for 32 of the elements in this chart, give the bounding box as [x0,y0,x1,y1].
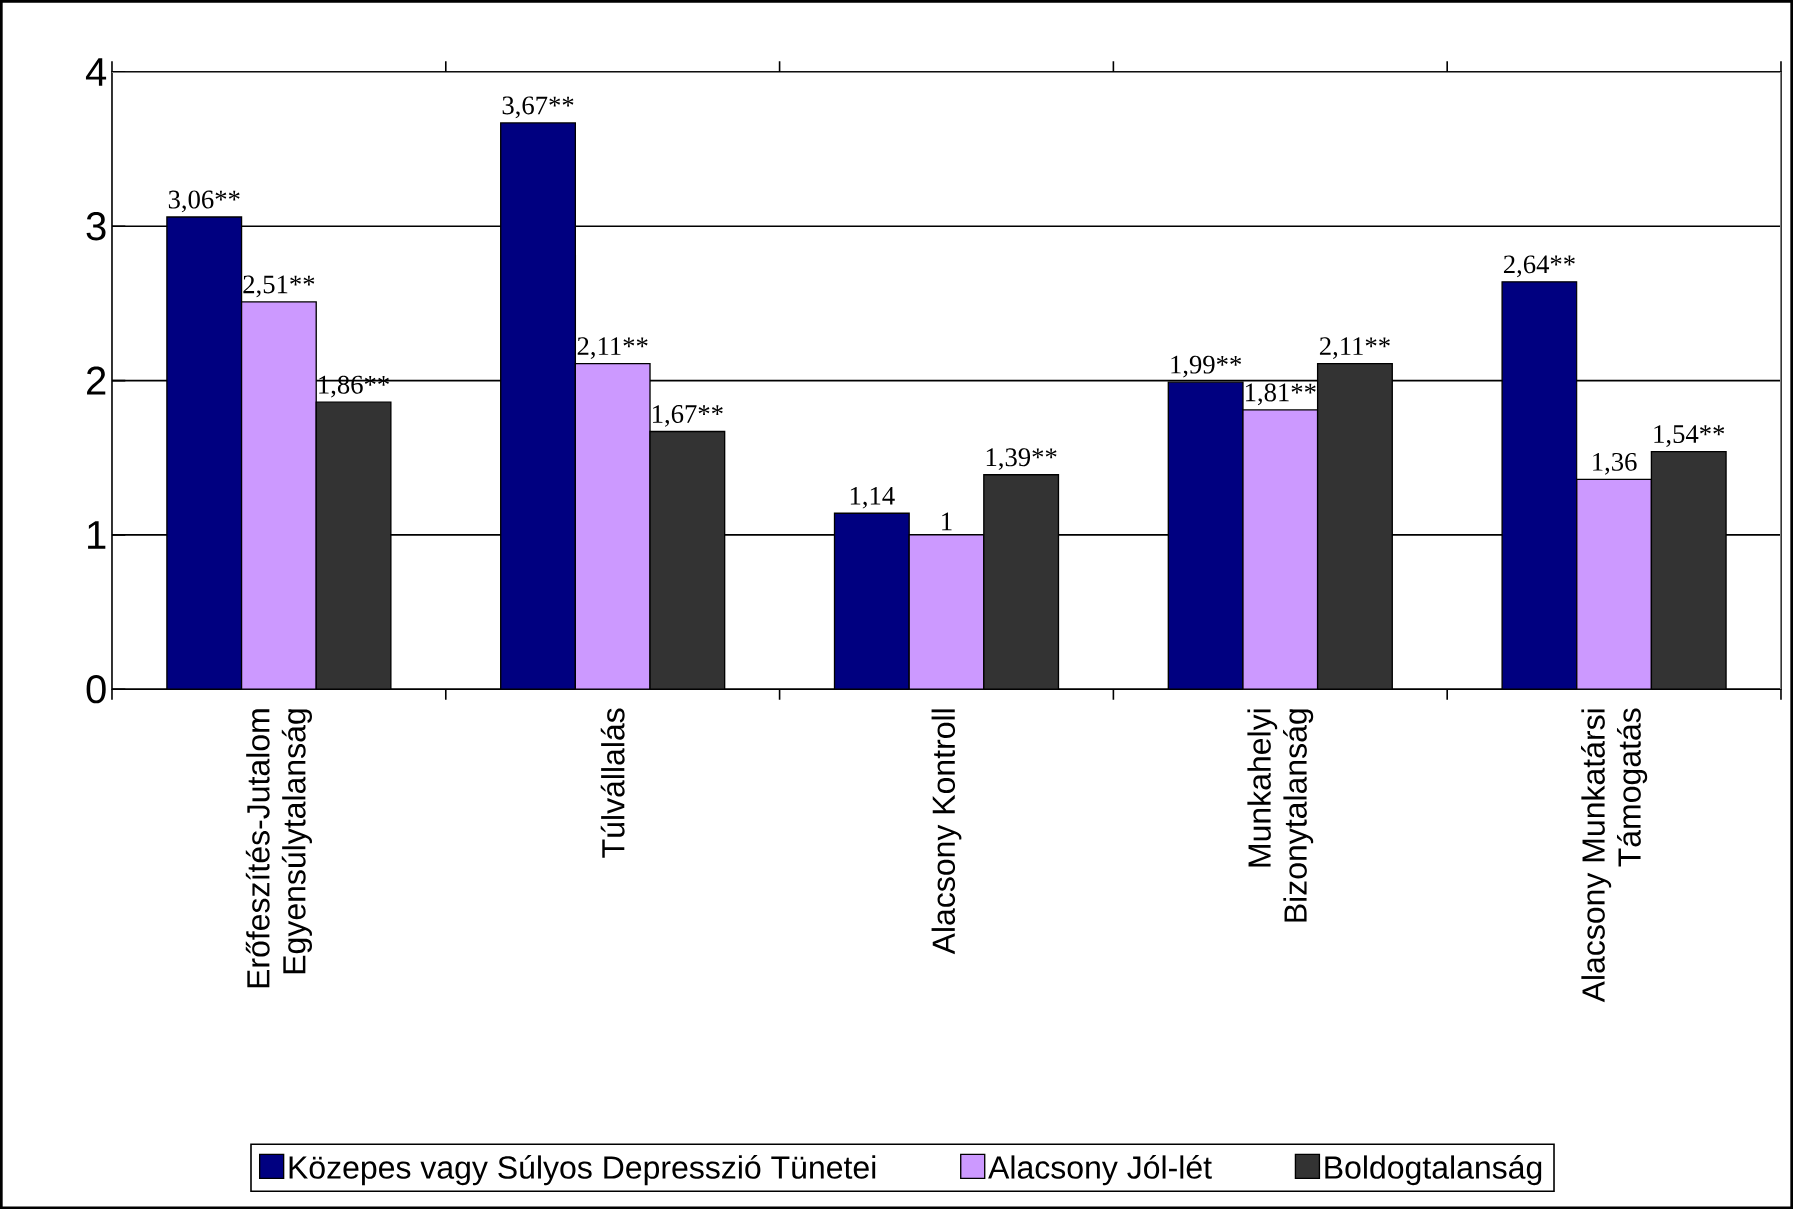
x-tick-label: Alacsony Kontroll [931,709,962,955]
data-label: 1,36 [1593,452,1637,475]
legend-label: Közepes vagy Súlyos Depresszió Tünetei [289,1154,876,1186]
data-label: 3,67** [502,96,574,119]
y-tick-label: 4 [85,58,107,86]
data-label: 1,67** [653,405,723,427]
data-label: 1,81** [1245,383,1316,406]
y-tick-label: 2 [87,366,106,395]
data-label: 1,99** [1171,355,1242,378]
x-tick-label: Túlvállalás [600,708,625,858]
data-label: 2,11** [1319,337,1390,359]
data-label: 2,11** [577,337,648,359]
x-tick-label: Erőfeszítés-Jutalom Egyensúlytalanság [245,709,312,988]
x-tick-label: Munkahelyi Bizonytalanság [1247,709,1314,922]
bar [649,430,726,690]
bar [1650,450,1727,690]
data-label: 2,51** [243,275,315,298]
data-label: 2,64** [1503,255,1575,278]
data-label: 1,39** [986,448,1057,470]
y-tick-label: 0 [86,674,106,704]
data-label: 1,54** [1654,425,1725,447]
legend-label: Boldogtalanság [1325,1154,1542,1186]
data-label: 1 [942,512,952,531]
x-tick-label: Alacsony Munkatársi Támogatás [1580,708,1648,1003]
y-tick-label: 1 [88,521,106,549]
bar [983,474,1060,690]
data-label: 3,06** [168,190,240,213]
bar [315,401,392,690]
data-label: 1,14 [850,486,895,509]
legend-label: Alacsony Jól-lét [988,1154,1212,1186]
y-tick-label: 3 [86,212,106,241]
bar [1316,362,1393,690]
